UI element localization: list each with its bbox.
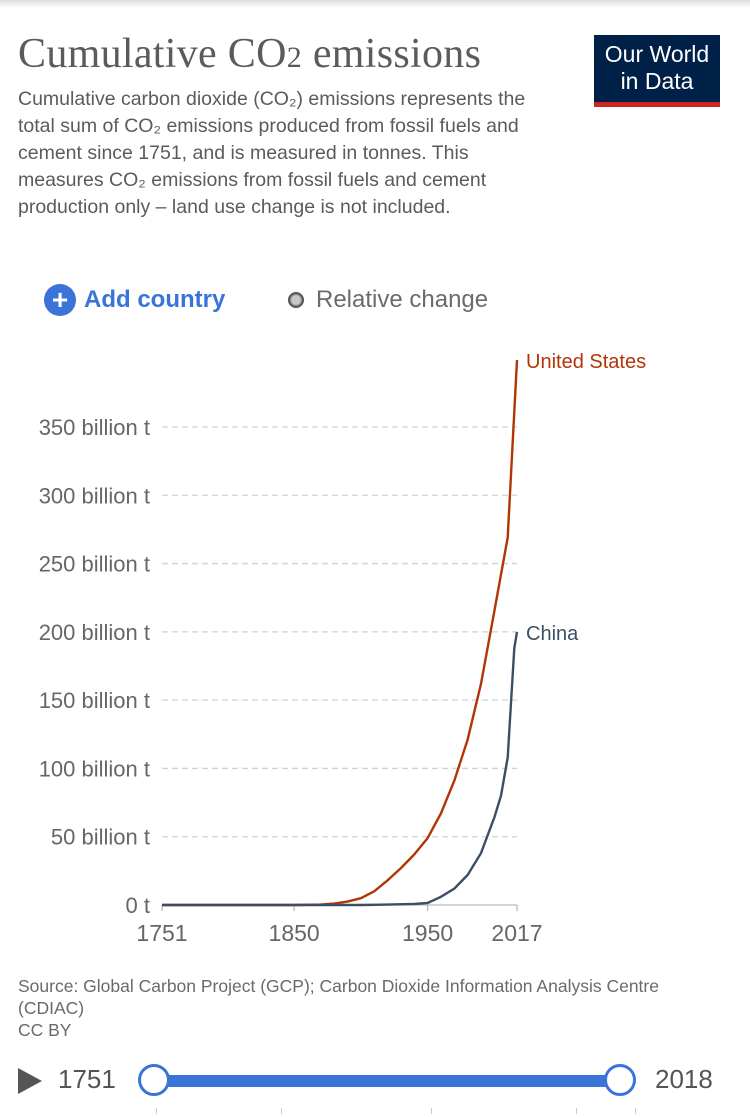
x-tick-label: 1751 (136, 920, 187, 946)
timeline-track[interactable] (156, 1075, 620, 1087)
line-chart: 0 t 50 billion t 100 billion t 150 billion … (39, 351, 646, 946)
play-icon[interactable] (18, 1068, 42, 1094)
y-tick-label: 100 billion t (39, 756, 150, 781)
source-note: Source: Global Carbon Project (GCP); Car… (18, 975, 708, 1041)
relative-change-label: Relative change (316, 286, 489, 313)
timeline-end-handle[interactable] (604, 1064, 636, 1096)
add-country-label: Add country (84, 286, 226, 313)
timeline-start-handle[interactable] (138, 1064, 170, 1096)
x-tick-label: 1950 (402, 920, 453, 946)
radio-icon[interactable] (288, 292, 304, 308)
x-tick-label: 1850 (269, 920, 320, 946)
title-subscript: 2 (286, 41, 303, 74)
y-tick-label: 250 billion t (39, 552, 150, 577)
series-labels: United States China (526, 351, 646, 645)
x-tick-label: 2017 (491, 920, 542, 946)
page-title: Cumulative CO2 emissions (18, 30, 481, 78)
series-line-china[interactable] (162, 631, 519, 907)
series-line-united-states[interactable] (162, 360, 519, 907)
top-shadow-bar (0, 0, 750, 8)
y-tick-label: 50 billion t (51, 825, 150, 850)
series-label-china: China (526, 623, 579, 645)
y-tick-label: 0 t (126, 893, 150, 918)
add-country-button[interactable]: + Add country (44, 284, 225, 316)
source-text: Source: Global Carbon Project (GCP); Car… (18, 976, 659, 1018)
timeline-start-year: 1751 (58, 1064, 116, 1094)
plus-circle-icon: + (44, 284, 76, 316)
series-label-united-states: United States (526, 351, 646, 373)
y-axis-ticks: 0 t 50 billion t 100 billion t 150 billion … (39, 415, 150, 918)
logo-line-2: in Data (620, 68, 694, 94)
license-text: CC BY (18, 1020, 72, 1040)
y-tick-label: 350 billion t (39, 415, 150, 440)
logo-line-1: Our World (604, 41, 710, 67)
grid-layer (162, 426, 517, 838)
title-main: Cumulative CO (18, 31, 287, 77)
timeline: 1751 2018 (0, 1050, 750, 1114)
y-tick-label: 200 billion t (39, 620, 150, 645)
chart-subtitle: Cumulative carbon dioxide (CO₂) emission… (18, 88, 526, 218)
relative-change-toggle[interactable]: Relative change (288, 286, 488, 314)
y-tick-label: 150 billion t (39, 688, 150, 713)
y-tick-label: 300 billion t (39, 483, 150, 508)
x-axis-ticks: 1751 1850 1950 2017 (136, 904, 543, 946)
timeline-ticks (156, 1108, 636, 1114)
series-layer (162, 360, 519, 907)
title-end: emissions (302, 31, 482, 77)
owid-logo[interactable]: Our World in Data (594, 35, 720, 107)
timeline-end-year: 2018 (655, 1064, 713, 1094)
